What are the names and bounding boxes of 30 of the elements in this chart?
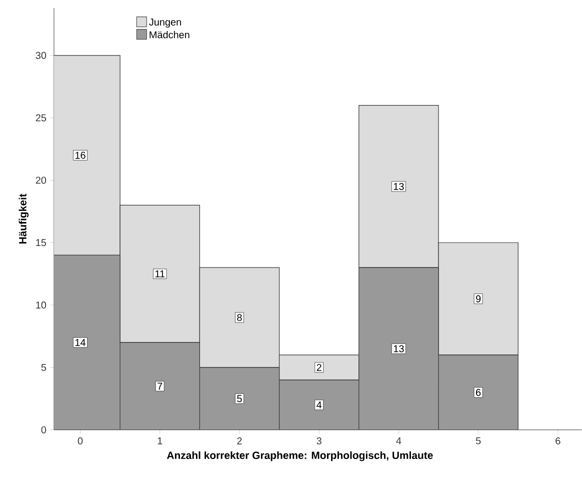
data-label: 14 (75, 339, 86, 346)
legend-label: Jungen (149, 18, 181, 28)
y-tick-label: 20 (36, 176, 46, 184)
y-tick-label: 5 (41, 364, 46, 371)
y-tick-label: 10 (36, 302, 46, 309)
data-label: 5 (237, 395, 242, 402)
y-tick-label: 25 (36, 114, 46, 122)
data-label: 9 (476, 295, 481, 302)
y-tick-label: 0 (41, 426, 46, 434)
data-label: 2 (316, 364, 322, 371)
x-axis-title: Anzahl korrekter Grapheme: Morphologisch, Umlaute (166, 451, 433, 462)
data-label: 8 (237, 314, 242, 322)
data-label: 11 (155, 270, 165, 278)
y-axis-title: Häufigkeit (18, 194, 29, 244)
x-tick-label: 4 (396, 437, 402, 444)
data-label: 7 (158, 382, 162, 390)
data-label: 6 (476, 388, 481, 396)
x-tick-label: 3 (316, 437, 322, 444)
data-label: 4 (316, 402, 322, 408)
x-tick-label: 1 (158, 437, 162, 444)
x-tick-label: 0 (78, 437, 83, 444)
x-tick-label: 5 (476, 437, 481, 444)
x-tick-label: 2 (237, 437, 242, 444)
legend-label: Mädchen (150, 31, 190, 38)
data-label: 16 (75, 152, 86, 159)
x-tick-label: 6 (556, 437, 560, 444)
data-label: 13 (394, 183, 404, 190)
y-tick-label: 30 (36, 52, 46, 60)
data-label: 13 (394, 345, 404, 352)
y-tick-label: 15 (36, 239, 46, 246)
